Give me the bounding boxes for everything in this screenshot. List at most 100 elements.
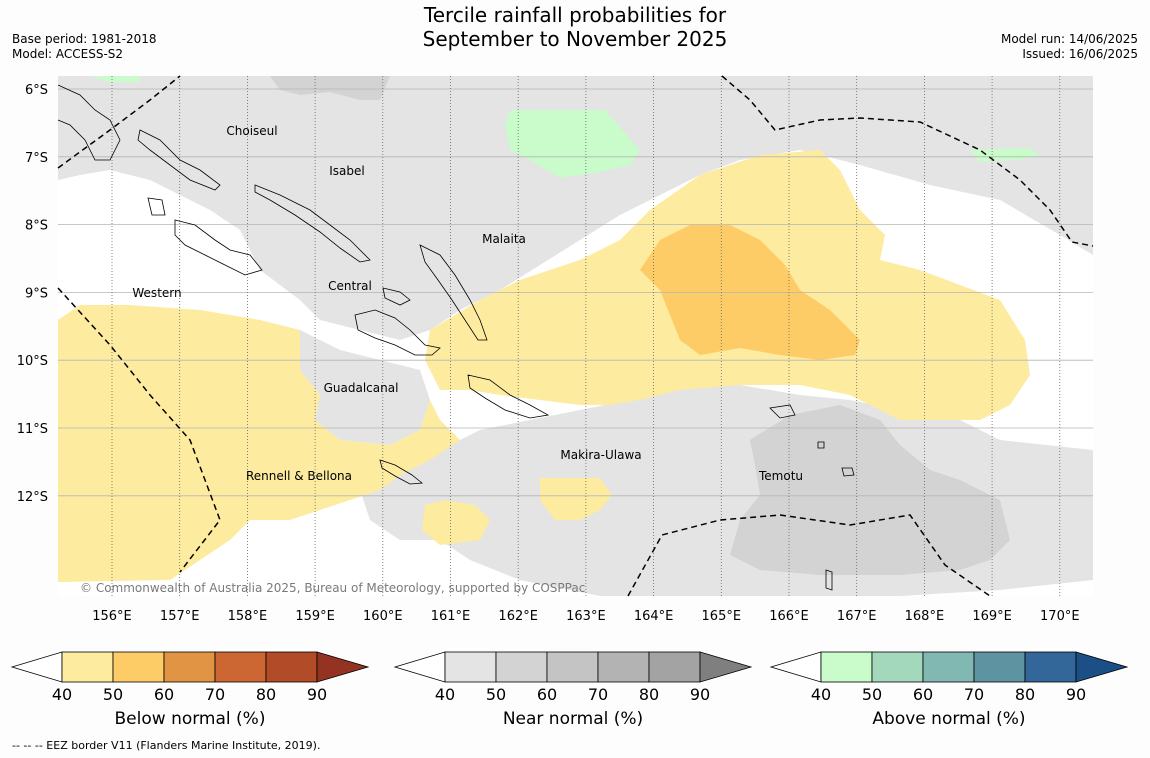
- island-outlines: [57, 84, 855, 591]
- colorbar-high-extend: [1075, 651, 1129, 683]
- lat-label: 9°S: [25, 286, 48, 301]
- colorbars: 40 50 60 70 80 90 40 50 60 70 80 90 40 50 60 70 80 90: [10, 651, 1129, 704]
- colorbar-low-extend: [10, 651, 63, 683]
- colorbar-low-extend: [393, 651, 446, 683]
- colorbar-tick: 80: [1015, 685, 1035, 704]
- region-isabel: Isabel: [329, 164, 364, 178]
- near-normal-north-darker: [270, 76, 390, 100]
- colorbar-tick: 60: [913, 685, 933, 704]
- lon-label: 164°E: [634, 609, 674, 624]
- region-labels: Choiseul Isabel Malaita Western Central …: [132, 124, 803, 483]
- colorbar-high-extend: [316, 651, 370, 683]
- lon-label: 170°E: [1040, 609, 1080, 624]
- model-name: Model: ACCESS-S2: [12, 47, 124, 61]
- lon-label: 168°E: [905, 609, 945, 624]
- near-normal-south-darker: [730, 405, 1010, 575]
- region-makira-ulawa: Makira-Ulawa: [560, 448, 641, 462]
- island-isabel: [254, 184, 371, 263]
- colorbar-segment: [1024, 651, 1077, 683]
- colorbar-tick: 60: [537, 685, 557, 704]
- colorbar-tick: 50: [862, 685, 882, 704]
- island-florida: [382, 287, 411, 306]
- longitude-labels: 156°E 157°E 158°E 159°E 160°E 161°E 162°E 163°E…: [92, 609, 1079, 624]
- colorbar-segment: [163, 651, 216, 683]
- eez-border-south: [627, 514, 991, 597]
- chart-title: Tercile rainfall probabilities for Septe…: [0, 3, 1150, 51]
- near-normal-north: [58, 76, 1093, 340]
- lon-label: 158°E: [228, 609, 268, 624]
- title-line-2: September to November 2025: [422, 27, 728, 51]
- lat-label: 6°S: [25, 83, 48, 98]
- colorbar-tick: 80: [639, 685, 659, 704]
- lat-label: 10°S: [17, 354, 48, 369]
- lon-label: 167°E: [837, 609, 877, 624]
- colorbar-segment: [112, 651, 165, 683]
- island-vella: [147, 197, 166, 216]
- colorbar-title-above: Above normal (%): [872, 709, 1026, 729]
- colorbar-0: 40 50 60 70 80 90: [10, 651, 370, 704]
- colorbar-1: 40 50 60 70 80 90: [393, 651, 753, 704]
- eez-border-west: [57, 287, 221, 573]
- map-grid: [58, 76, 1093, 596]
- model-info: Base period: 1981-2018 Model: ACCESS-S2: [12, 32, 157, 62]
- island-makira: [467, 374, 550, 419]
- lon-label: 165°E: [702, 609, 742, 624]
- island-temotu-small-1: [817, 441, 825, 449]
- lon-label: 159°E: [295, 609, 335, 624]
- colorbar-segment: [922, 651, 975, 683]
- lon-label: 162°E: [498, 609, 538, 624]
- colorbar-tick: 70: [588, 685, 608, 704]
- title-line-1: Tercile rainfall probabilities for: [423, 3, 727, 27]
- island-rennell: [379, 459, 424, 485]
- colorbar-segment: [820, 651, 873, 683]
- eez-footnote: -- -- -- EEZ border V11 (Flanders Marine…: [12, 739, 321, 752]
- colorbar-tick: 50: [486, 685, 506, 704]
- colorbar-tick: 50: [103, 685, 123, 704]
- colorbar-title-near: Near normal (%): [502, 709, 644, 729]
- island-temotu-small-2: [841, 467, 855, 477]
- above-normal-patch-2: [970, 148, 1040, 162]
- island-choiseul: [137, 129, 221, 191]
- region-western: Western: [132, 286, 181, 300]
- region-choiseul: Choiseul: [226, 124, 277, 138]
- colorbar-segment: [546, 651, 599, 683]
- below-normal-west: [58, 305, 460, 582]
- lon-label: 166°E: [769, 609, 809, 624]
- model-run: Model run: 14/06/2025: [1000, 32, 1138, 46]
- eez-border-northwest: [57, 75, 181, 169]
- colorbar-tick: 90: [307, 685, 327, 704]
- colorbar-segment: [871, 651, 924, 683]
- run-info: Model run: 14/06/2025 Issued: 16/06/2025: [1001, 32, 1138, 62]
- island-bougainville: [57, 84, 121, 161]
- colorbar-segment: [648, 651, 701, 683]
- above-normal-patch-3: [90, 76, 140, 82]
- lat-label: 11°S: [17, 422, 48, 437]
- colorbar-tick: 80: [256, 685, 276, 704]
- colorbar-tick: 90: [1066, 685, 1086, 704]
- island-malaita: [419, 244, 488, 341]
- base-period: Base period: 1981-2018: [12, 32, 157, 46]
- probability-shading: [58, 76, 1093, 596]
- colorbar-title-below: Below normal (%): [114, 709, 266, 729]
- region-malaita: Malaita: [482, 232, 526, 246]
- colorbar-high-extend: [699, 651, 753, 683]
- latitude-labels: 6°S 7°S 8°S 9°S 10°S 11°S 12°S: [17, 83, 48, 505]
- region-guadalcanal: Guadalcanal: [324, 381, 399, 395]
- lon-label: 163°E: [566, 609, 606, 624]
- colorbar-segment: [495, 651, 548, 683]
- island-new-georgia: [174, 219, 263, 276]
- colorbar-segment: [214, 651, 267, 683]
- issued-date: Issued: 16/06/2025: [1022, 47, 1138, 61]
- lon-label: 161°E: [431, 609, 471, 624]
- colorbar-tick: 40: [52, 685, 72, 704]
- below-normal-patch-1: [422, 500, 490, 545]
- colorbar-tick: 90: [690, 685, 710, 704]
- eez-borders: [57, 75, 1094, 597]
- colorbar-segment: [61, 651, 114, 683]
- island-santa-cruz: [769, 404, 796, 419]
- colorbar-tick: 70: [964, 685, 984, 704]
- region-temotu: Temotu: [758, 469, 803, 483]
- colorbar-tick: 60: [154, 685, 174, 704]
- colorbar-2: 40 50 60 70 80 90: [769, 651, 1129, 704]
